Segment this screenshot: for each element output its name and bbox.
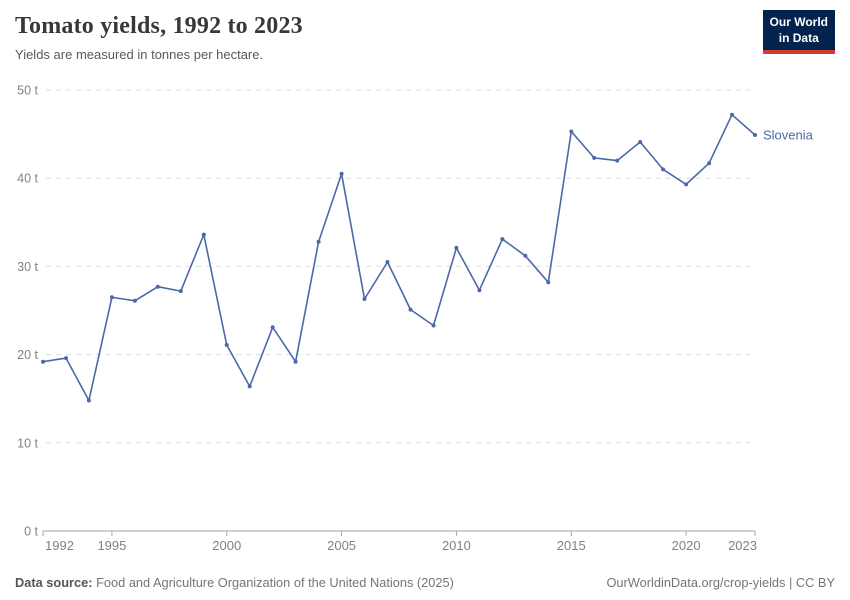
data-point <box>41 359 45 364</box>
data-point <box>753 133 757 137</box>
y-axis-tick-label: 50 t <box>17 84 38 98</box>
data-source-text: Food and Agriculture Organization of the… <box>96 575 454 590</box>
chart-footer: Data source: Food and Agriculture Organi… <box>15 575 835 590</box>
data-point <box>638 140 643 144</box>
data-point <box>500 237 505 242</box>
x-axis-tick-label: 1992 <box>45 538 74 553</box>
data-point <box>569 129 574 134</box>
data-point <box>132 298 137 303</box>
y-axis-tick-label: 20 t <box>17 348 38 362</box>
data-point <box>615 158 620 163</box>
data-point <box>362 297 367 301</box>
data-point <box>339 171 344 176</box>
y-axis-tick-label: 40 t <box>17 172 38 186</box>
data-point <box>592 155 597 160</box>
owid-credit-link[interactable]: OurWorldinData.org/crop-yields | CC BY <box>606 575 835 590</box>
x-axis-tick-label: 2023 <box>728 538 757 553</box>
data-point <box>293 359 298 364</box>
data-point <box>86 398 91 403</box>
data-point <box>155 284 160 289</box>
data-point <box>385 260 390 264</box>
data-point <box>64 356 68 361</box>
y-axis-tick-label: 0 t <box>24 525 38 539</box>
slovenia-line <box>42 113 756 402</box>
y-axis-tick-label: 10 t <box>17 436 38 450</box>
data-point <box>247 384 252 389</box>
data-point <box>730 112 734 117</box>
chart-subtitle: Yields are measured in tonnes per hectar… <box>15 47 264 62</box>
data-point <box>431 323 436 328</box>
x-axis-tick-label: 1995 <box>97 538 126 553</box>
x-axis-tick-label: 2020 <box>672 538 701 553</box>
x-axis-tick-label: 2010 <box>442 538 471 553</box>
data-point <box>546 280 551 285</box>
data-point <box>661 167 666 172</box>
y-axis-tick-label: 30 t <box>17 260 38 274</box>
data-source: Data source: Food and Agriculture Organi… <box>15 575 454 590</box>
data-point <box>454 245 459 250</box>
data-point <box>523 253 528 258</box>
data-point <box>178 289 183 294</box>
owid-logo[interactable]: Our World in Data <box>762 10 835 55</box>
owid-logo-line2: in Data <box>778 30 819 45</box>
x-axis-tick-label: 2005 <box>327 538 356 553</box>
data-point <box>316 239 321 244</box>
series-label-slovenia: Slovenia <box>763 127 814 142</box>
owid-logo-line1: Our World <box>769 15 828 29</box>
data-point <box>270 325 275 330</box>
data-point <box>408 307 413 312</box>
x-axis-tick-label: 2000 <box>212 538 241 553</box>
chart-title: Tomato yields, 1992 to 2023 <box>15 13 303 39</box>
data-point <box>477 288 482 293</box>
x-axis-tick-label: 2015 <box>557 538 586 553</box>
chart-header: Tomato yields, 1992 to 2023 Yields are m… <box>15 13 745 62</box>
data-point <box>109 295 114 300</box>
data-source-label: Data source: <box>15 575 93 590</box>
data-point <box>684 182 689 187</box>
data-point <box>707 161 712 166</box>
data-point <box>224 342 229 347</box>
data-point <box>201 232 206 237</box>
